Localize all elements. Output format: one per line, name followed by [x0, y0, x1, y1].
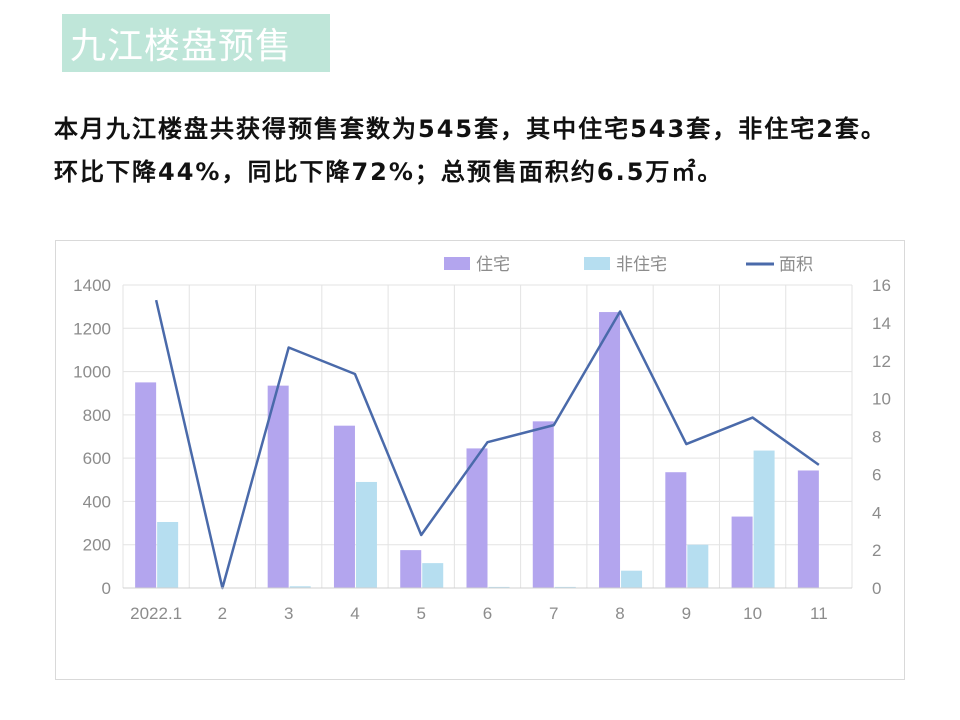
page-title: 九江楼盘预售 [70, 26, 293, 67]
bar-residential [333, 425, 355, 588]
bar-residential [797, 470, 819, 588]
bar-residential [731, 516, 753, 588]
y2-tick-label: 4 [872, 503, 881, 522]
bar-non-residential [422, 563, 444, 588]
x-tick-label: 6 [483, 604, 492, 623]
legend-swatch-non-residential [584, 257, 610, 270]
combo-chart: 0 200 400 600 800 1000 1200 1400 0 2 4 6 8 10 12 14 16 20… [73, 255, 891, 623]
x-tick-label: 10 [743, 604, 762, 623]
y-tick-label: 0 [102, 579, 111, 598]
x-tick-label: 7 [549, 604, 558, 623]
x-tick-label: 2 [218, 604, 227, 623]
y2-tick-label: 8 [872, 428, 881, 447]
y2-tick-label: 14 [872, 314, 891, 333]
bar-non-residential [621, 570, 643, 588]
x-tick-label: 2022.1 [130, 604, 182, 623]
y-tick-label: 400 [83, 492, 111, 511]
y2-tick-label: 12 [872, 352, 891, 371]
x-tick-label: 11 [810, 604, 828, 623]
x-tick-label: 3 [284, 604, 293, 623]
y-tick-label: 1200 [73, 319, 111, 338]
bar-non-residential [554, 586, 576, 588]
y-tick-label: 200 [83, 536, 111, 555]
x-tick-label: 5 [416, 604, 425, 623]
x-tick-label: 9 [682, 604, 691, 623]
y2-tick-label: 10 [872, 390, 891, 409]
bar-non-residential [157, 521, 179, 588]
title-banner: 九江楼盘预售 [62, 14, 330, 72]
chart-legend: 住宅 非住宅 面积 [444, 255, 813, 274]
y2-tick-label: 2 [872, 541, 881, 560]
legend-swatch-residential [444, 257, 470, 270]
y2-tick-label: 0 [872, 579, 881, 598]
y2-tick-label: 6 [872, 465, 881, 484]
legend-label-residential: 住宅 [476, 255, 510, 274]
bar-non-residential [355, 481, 377, 588]
x-tick-label: 4 [350, 604, 359, 623]
grid-lines [122, 284, 853, 589]
x-tick-label: 8 [615, 604, 624, 623]
bar-non-residential [289, 586, 311, 588]
summary-text: 本月九江楼盘共获得预售套数为545套，其中住宅543套，非住宅2套。环比下降44… [54, 115, 887, 186]
y-tick-label: 600 [83, 449, 111, 468]
bar-residential [532, 421, 554, 588]
axes: 0 200 400 600 800 1000 1200 1400 0 2 4 6 8 10 12 14 16 20… [73, 276, 891, 623]
y-tick-label: 800 [83, 406, 111, 425]
y2-tick-label: 16 [872, 276, 891, 295]
line-series [154, 299, 820, 590]
legend-label-non-residential: 非住宅 [616, 255, 667, 274]
y-tick-label: 1000 [73, 363, 111, 382]
bar-residential [400, 550, 422, 588]
bar-non-residential [488, 586, 510, 588]
bar-non-residential [687, 544, 709, 588]
bar-non-residential [753, 450, 775, 588]
y-tick-label: 1400 [73, 276, 111, 295]
bar-residential [135, 382, 157, 588]
bar-residential [267, 385, 289, 588]
legend-label-area: 面积 [779, 255, 813, 274]
bar-residential [665, 472, 687, 588]
bar-residential [466, 448, 488, 588]
bar-residential [599, 312, 621, 588]
chart-container: 0 200 400 600 800 1000 1200 1400 0 2 4 6 8 10 12 14 16 20… [55, 240, 905, 680]
bar-series [135, 312, 841, 588]
